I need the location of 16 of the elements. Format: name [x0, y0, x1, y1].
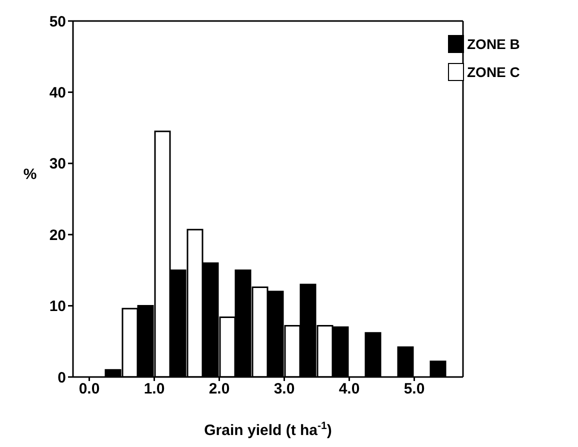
x-axis-title: Grain yield (t ha$^{-1}$)	[204, 420, 332, 439]
x-tick-label: 1.0	[144, 380, 165, 398]
y-tick-label: 40	[49, 84, 66, 102]
x-tick-label: 0.0	[78, 380, 100, 398]
legend-label: ZONE B	[466, 35, 521, 54]
x-tick-label: 4.0	[338, 380, 360, 398]
y-tick-label: 20	[49, 226, 66, 244]
y-tick-label: 50	[49, 13, 66, 30]
y-tick-label: 30	[49, 156, 66, 173]
x-tick-label: 3.0	[274, 380, 295, 398]
y-axis-title: %	[23, 166, 37, 183]
legend-label: ZONE C	[466, 63, 521, 82]
y-tick-label: 10	[49, 298, 66, 316]
y-tick-label: 0	[58, 369, 66, 386]
x-tick-label: 5.0	[404, 380, 425, 398]
x-tick-label: 2.0	[208, 380, 230, 398]
